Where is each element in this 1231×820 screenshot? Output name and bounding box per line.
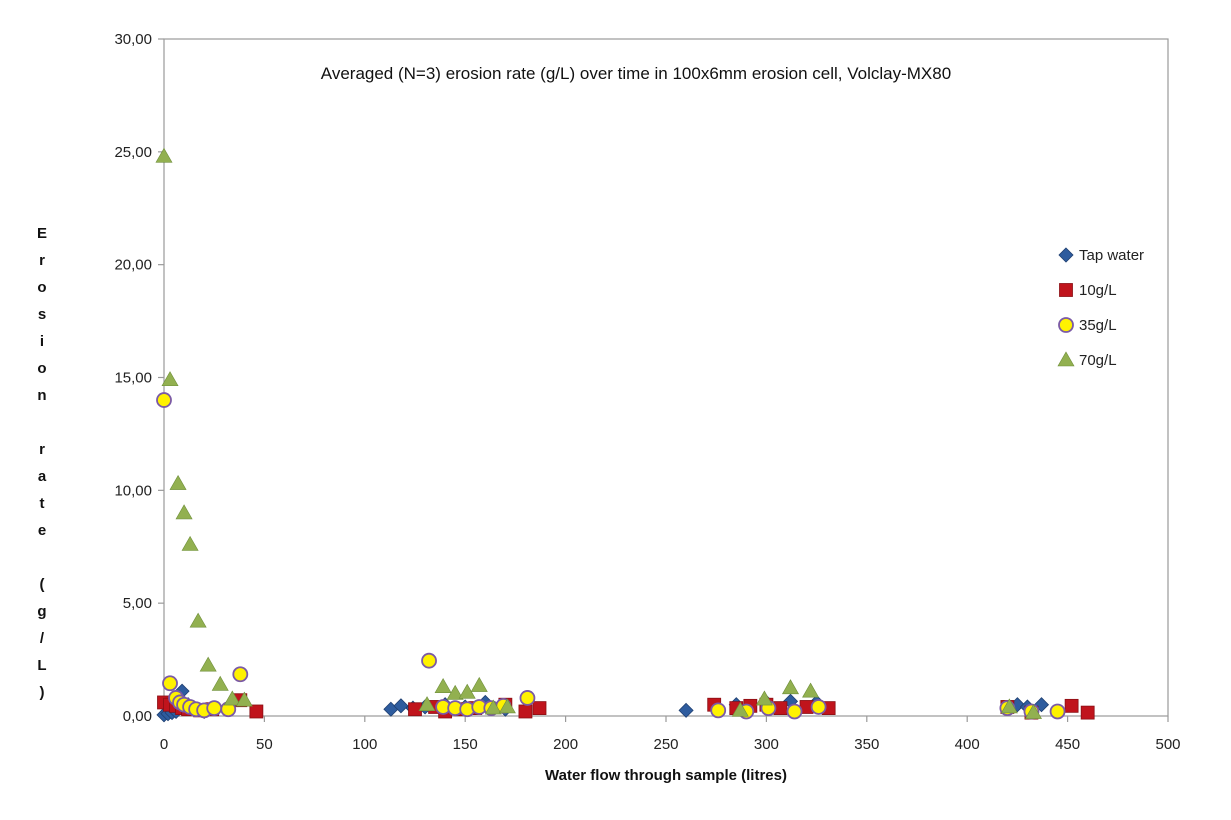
y-axis-label-char: ) xyxy=(40,684,45,701)
x-tick-label: 500 xyxy=(1155,736,1180,753)
x-tick-label: 50 xyxy=(256,736,273,753)
data-point-triangle xyxy=(498,698,516,714)
data-point-triangle xyxy=(155,147,173,163)
data-point-circle xyxy=(810,699,827,715)
data-point-circle xyxy=(232,666,249,683)
y-axis-label-char: o xyxy=(37,360,46,377)
y-tick-label: 15,00 xyxy=(114,370,152,387)
data-point-circle xyxy=(1049,703,1066,720)
y-axis-label-char: e xyxy=(38,522,46,539)
x-tick-label: 400 xyxy=(955,736,980,753)
y-tick-label: 5,00 xyxy=(123,595,152,612)
legend-marker-triangle xyxy=(1057,351,1075,367)
data-point-triangle xyxy=(199,656,217,672)
y-axis-label-char: ( xyxy=(40,576,45,593)
y-axis-label-char: o xyxy=(37,279,46,296)
data-point-triangle xyxy=(418,696,436,712)
y-axis-label-char: E xyxy=(37,225,47,242)
data-point-square xyxy=(1080,705,1095,720)
data-point-square xyxy=(1064,698,1079,713)
series-layer xyxy=(155,147,1095,723)
data-point-circle xyxy=(156,392,172,408)
data-point-triangle xyxy=(175,504,193,520)
y-tick-label: 30,00 xyxy=(114,31,152,48)
x-tick-label: 200 xyxy=(553,736,578,753)
data-point-diamond xyxy=(678,702,694,718)
data-point-triangle xyxy=(731,701,749,717)
y-axis-label-char: t xyxy=(40,495,45,512)
y-tick-label: 25,00 xyxy=(114,144,152,161)
data-point-diamond xyxy=(393,698,409,714)
legend-marker-circle xyxy=(1058,317,1074,333)
legend-label: 70g/L xyxy=(1079,352,1117,369)
data-point-circle xyxy=(710,702,727,719)
x-tick-label: 450 xyxy=(1055,736,1080,753)
data-point-circle xyxy=(206,700,223,717)
legend-marker-square xyxy=(1059,283,1073,297)
chart-title: Averaged (N=3) erosion rate (g/L) over t… xyxy=(321,64,951,83)
y-axis-label-char: g xyxy=(37,603,46,620)
x-tick-label: 300 xyxy=(754,736,779,753)
data-point-circle xyxy=(786,703,803,720)
data-point-triangle xyxy=(189,612,207,628)
data-point-circle xyxy=(162,675,178,692)
x-tick-label: 150 xyxy=(453,736,478,753)
data-point-triangle xyxy=(781,679,800,695)
x-axis: 0 50 100 150 200 250 300 350 400 450 500 xyxy=(160,716,1181,753)
legend: Tap water 10g/L 35g/L 70g/L xyxy=(1057,247,1144,369)
data-point-triangle xyxy=(484,699,502,715)
data-point-triangle xyxy=(181,535,199,551)
x-tick-label: 100 xyxy=(352,736,377,753)
x-tick-label: 0 xyxy=(160,736,168,753)
data-point-triangle xyxy=(470,676,488,692)
data-point-triangle xyxy=(434,678,452,693)
data-point-square xyxy=(249,704,264,719)
legend-label: 10g/L xyxy=(1079,282,1117,299)
series-circle xyxy=(156,392,1066,720)
x-tick-label: 250 xyxy=(653,736,678,753)
y-axis-label-char: r xyxy=(39,252,45,269)
y-tick-label: 0,00 xyxy=(123,708,152,725)
legend-label: Tap water xyxy=(1079,247,1144,264)
x-tick-label: 350 xyxy=(854,736,879,753)
data-point-triangle xyxy=(161,371,179,387)
data-point-triangle xyxy=(211,675,229,691)
series-triangle xyxy=(155,147,1042,719)
y-axis-label-char: L xyxy=(37,657,46,674)
y-axis-label-char: / xyxy=(40,630,45,647)
y-tick-label: 20,00 xyxy=(114,257,152,274)
data-point-square xyxy=(518,704,533,719)
data-point-triangle xyxy=(1000,698,1018,714)
y-axis-label-char: r xyxy=(39,441,45,458)
data-point-triangle xyxy=(446,684,464,700)
y-axis-label-char: i xyxy=(40,333,44,350)
data-point-circle xyxy=(519,690,536,706)
data-point-triangle xyxy=(802,682,820,698)
y-axis-label-char: a xyxy=(38,468,47,485)
data-point-triangle xyxy=(235,691,253,707)
y-axis: 0,00 5,00 10,00 15,00 20,00 25,00 30,00 xyxy=(114,31,164,725)
data-point-circle xyxy=(421,652,437,669)
y-axis-label-char: s xyxy=(38,306,46,323)
data-point-triangle xyxy=(1024,704,1042,719)
data-point-triangle xyxy=(755,690,773,706)
y-axis-label-char: n xyxy=(37,387,46,404)
data-point-square xyxy=(408,702,422,717)
data-point-triangle xyxy=(223,690,241,706)
data-point-triangle xyxy=(169,474,187,490)
legend-label: 35g/L xyxy=(1079,317,1117,334)
y-tick-label: 10,00 xyxy=(114,482,152,499)
x-axis-label: Water flow through sample (litres) xyxy=(545,767,787,784)
legend-marker-diamond xyxy=(1058,247,1074,263)
data-point-square xyxy=(532,701,547,716)
